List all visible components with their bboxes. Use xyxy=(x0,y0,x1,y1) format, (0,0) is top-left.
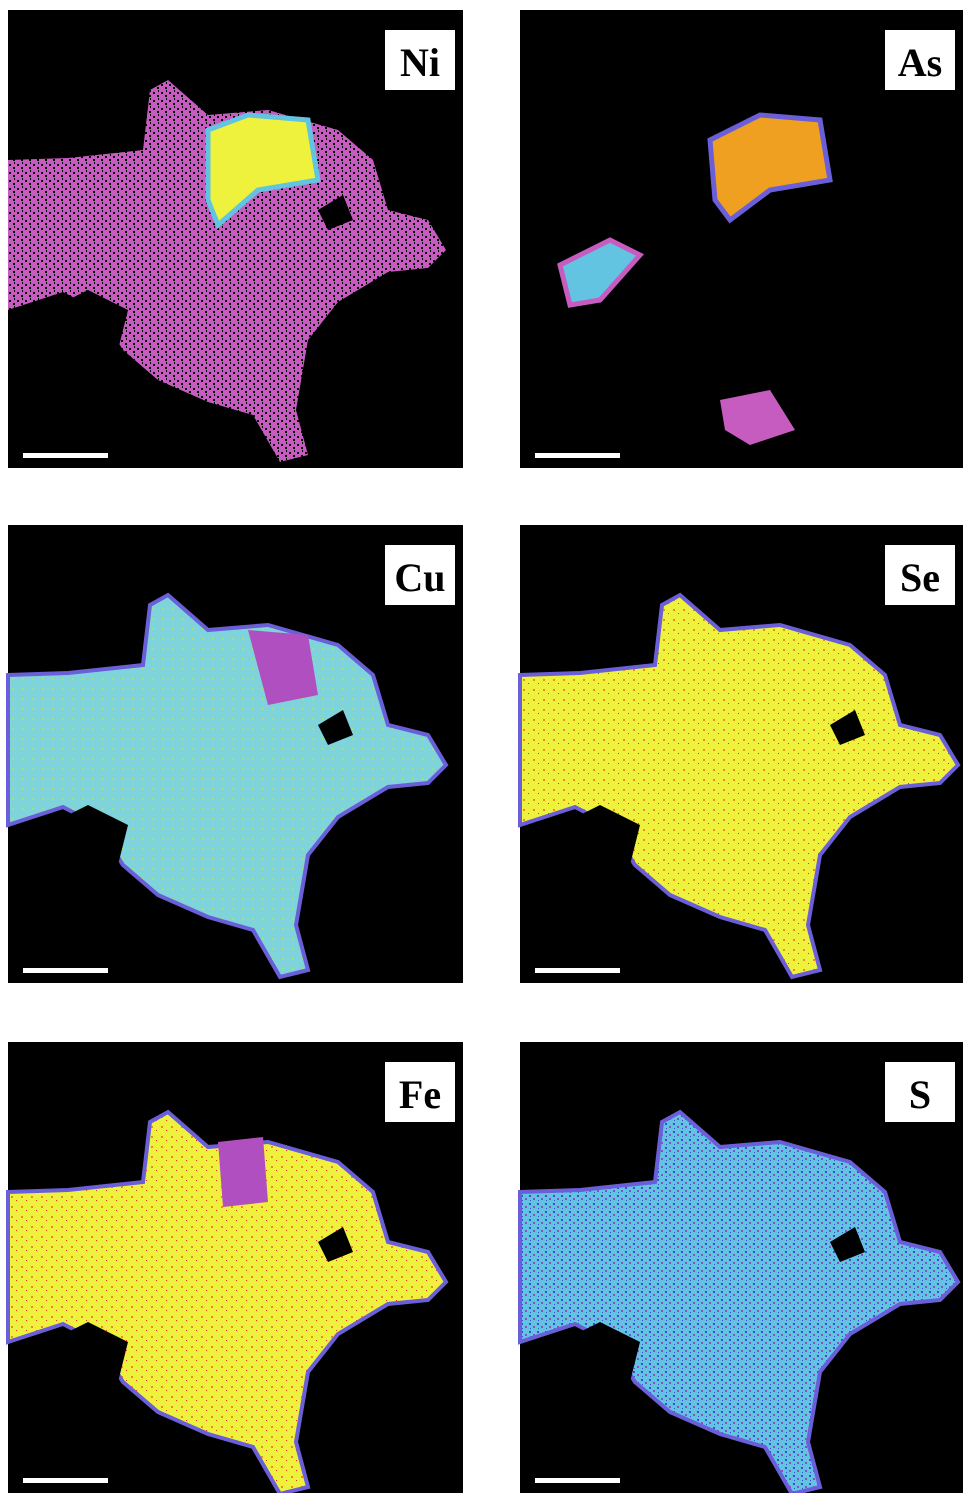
map-panel: As xyxy=(520,10,963,468)
map-panel: Cu xyxy=(8,525,463,983)
map-panel: S xyxy=(520,1042,963,1493)
element-label: Cu xyxy=(394,555,445,600)
element-label: Se xyxy=(900,555,940,600)
map-panel: Ni xyxy=(8,10,463,468)
element-label: Fe xyxy=(399,1072,441,1117)
element-map-figure: Ni As Cu Se Fe S xyxy=(0,0,965,1493)
scale-bar xyxy=(23,1478,108,1483)
fe-poor-region xyxy=(218,1137,268,1207)
scale-bar xyxy=(535,453,620,458)
element-label: As xyxy=(898,40,942,85)
scale-bar xyxy=(23,453,108,458)
element-label: Ni xyxy=(400,40,440,85)
scale-bar xyxy=(535,1478,620,1483)
scale-bar xyxy=(23,968,108,973)
map-panel: Fe xyxy=(8,1042,463,1493)
scale-bar xyxy=(535,968,620,973)
element-label: S xyxy=(909,1072,931,1117)
panels: Ni As Cu Se Fe S xyxy=(8,10,963,1493)
map-panel: Se xyxy=(520,525,963,983)
